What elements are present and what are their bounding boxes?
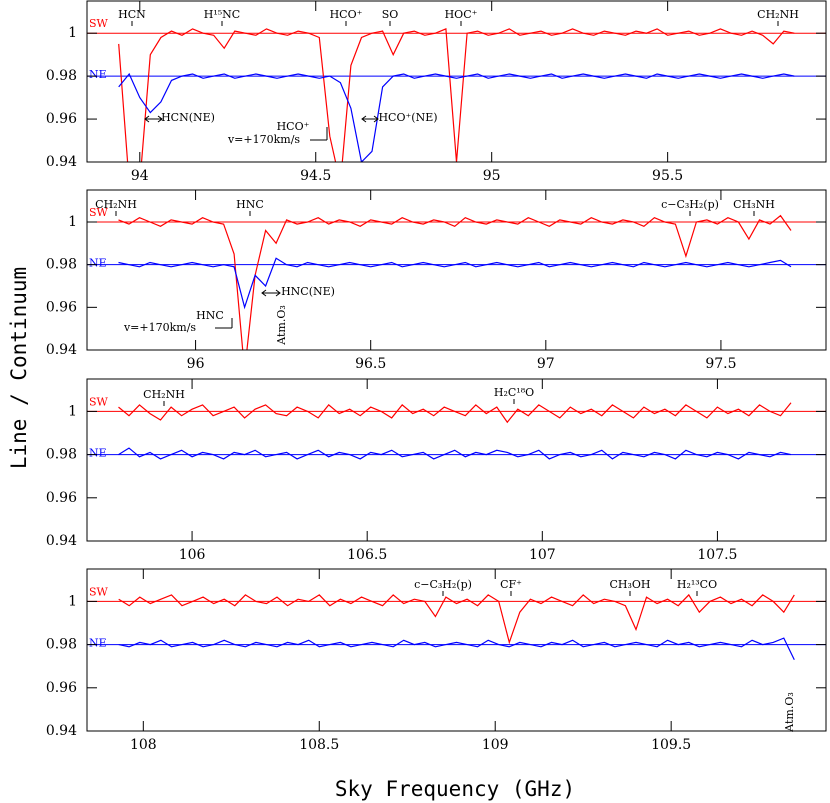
x-tick-label: 95 — [483, 168, 501, 184]
x-tick-label: 97.5 — [705, 356, 736, 372]
series-label: SW — [89, 395, 109, 408]
annotation: CH₃NH — [733, 198, 775, 211]
annotation: v=+170km/s — [227, 133, 300, 146]
annotation: c−C₃H₂(p) — [661, 198, 719, 211]
annotation: HOC⁺ — [445, 8, 478, 21]
x-axis-title: Sky Frequency (GHz) — [335, 777, 575, 801]
x-tick-label: 107.5 — [697, 547, 737, 563]
annotation: HNC(NE) — [281, 285, 335, 298]
annotation: H¹⁵NC — [204, 8, 240, 21]
series-label: SW — [89, 585, 109, 598]
series-label: SW — [89, 17, 109, 30]
annotation: CF⁺ — [500, 578, 522, 591]
x-tick-label: 109.5 — [651, 737, 691, 753]
y-tick-label: 0.94 — [46, 342, 77, 358]
frame — [86, 378, 827, 542]
spectrum — [118, 593, 795, 645]
spectrum — [118, 28, 795, 162]
annotation: HNC — [236, 198, 264, 211]
annotation: H₂¹³CO — [677, 578, 717, 591]
panel — [87, 214, 826, 350]
spectrum — [118, 72, 795, 162]
annotation: CH₂NH — [757, 8, 799, 21]
annotation: v=+170km/s — [123, 321, 196, 334]
series-label: NE — [89, 68, 107, 81]
y-tick-label: 0.96 — [46, 680, 77, 696]
x-tick-label: 109 — [482, 737, 509, 753]
spectrum — [118, 214, 792, 350]
x-tick-label: 108 — [130, 737, 157, 753]
x-tick-label: 106 — [179, 547, 206, 563]
annotation: SO — [382, 8, 399, 21]
arrow-head — [144, 115, 150, 123]
frame — [86, 568, 827, 732]
y-axis-title: Line / Continuum — [7, 267, 31, 469]
arrow-head — [157, 115, 163, 123]
y-tick-label: 0.98 — [46, 447, 77, 463]
annotation: Atm.O₃ — [783, 692, 796, 733]
annotation: HCO⁺ — [277, 120, 310, 133]
annotation: CH₂NH — [95, 198, 137, 211]
x-tick-label: 106.5 — [347, 547, 387, 563]
series-label: NE — [89, 637, 107, 650]
series-label: NE — [89, 257, 107, 270]
y-tick-label: 0.94 — [46, 533, 77, 549]
frame — [86, 0, 827, 163]
arrow-head — [275, 289, 281, 297]
annotation: c−C₃H₂(p) — [414, 578, 472, 591]
arrow-head — [373, 115, 379, 123]
y-tick-label: 0.96 — [46, 111, 77, 127]
frame — [86, 189, 827, 351]
series-label: SW — [89, 206, 109, 219]
x-tick-label: 96.5 — [355, 356, 386, 372]
y-tick-label: 1 — [68, 25, 77, 41]
annotation: HCO⁺ — [330, 8, 363, 21]
y-tick-label: 0.94 — [46, 154, 77, 170]
y-tick-label: 0.96 — [46, 490, 77, 506]
spectrum — [118, 637, 795, 660]
x-tick-label: 108.5 — [299, 737, 339, 753]
annotation: HCO⁺(NE) — [378, 111, 437, 124]
spectrum — [118, 257, 792, 310]
series-label: NE — [89, 447, 107, 460]
y-tick-label: 1 — [68, 214, 77, 230]
x-tick-label: 94.5 — [300, 168, 331, 184]
spectrum — [118, 402, 792, 424]
x-tick-label: 107 — [529, 547, 556, 563]
annotation: CH₃OH — [609, 578, 650, 591]
x-tick-label: 94 — [131, 168, 149, 184]
annotation: CH₂NH — [143, 388, 185, 401]
spectrum — [118, 447, 792, 460]
annotation: HCN(NE) — [161, 111, 215, 124]
x-tick-label: 97 — [537, 356, 555, 372]
y-tick-label: 0.98 — [46, 637, 77, 653]
arrow-head — [261, 289, 267, 297]
arrow-head — [361, 115, 367, 123]
panel — [87, 28, 826, 162]
y-tick-label: 0.94 — [46, 723, 77, 739]
annotation: HNC — [196, 309, 224, 322]
panel — [87, 402, 826, 460]
annotation: HCN — [118, 8, 146, 21]
annotation: H₂C¹⁸O — [494, 386, 534, 399]
y-tick-label: 1 — [68, 593, 77, 609]
x-tick-label: 96 — [187, 356, 205, 372]
x-tick-label: 95.5 — [652, 168, 683, 184]
y-tick-label: 0.98 — [46, 68, 77, 84]
y-tick-label: 1 — [68, 403, 77, 419]
annotation: Atm.O₃ — [275, 305, 288, 346]
y-tick-label: 0.98 — [46, 257, 77, 273]
y-tick-label: 0.96 — [46, 299, 77, 315]
panel — [87, 593, 826, 660]
